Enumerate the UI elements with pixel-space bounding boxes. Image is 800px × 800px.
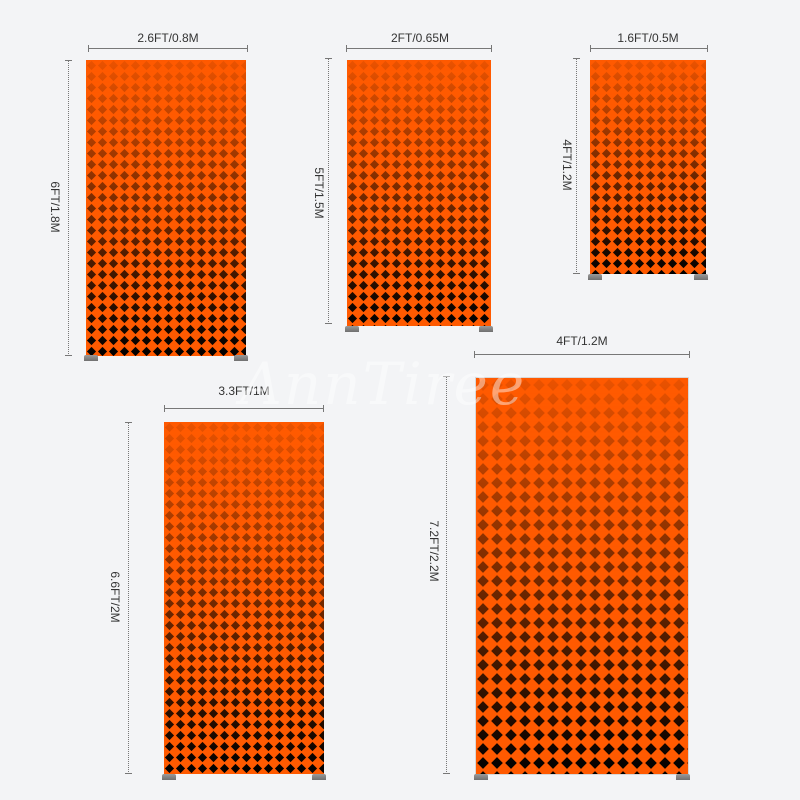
stand-foot-right-e — [676, 774, 690, 780]
stand-foot-left-b — [345, 326, 359, 332]
width-dimension-line-e — [474, 351, 690, 358]
orange-halftone-panel-d — [164, 422, 324, 774]
width-dimension-line-b — [346, 45, 492, 52]
stand-foot-left-a — [84, 355, 98, 361]
width-dimension-line-c — [590, 45, 708, 52]
height-dimension-line-b — [325, 58, 332, 324]
orange-halftone-panel-e — [476, 378, 688, 774]
width-label-d: 3.3FT/1M — [218, 384, 270, 398]
width-dimension-line-a — [88, 45, 248, 52]
height-dimension-line-e — [443, 376, 450, 774]
height-dimension-line-c — [573, 58, 580, 274]
width-label-a: 2.6FT/0.8M — [137, 31, 199, 45]
height-label-d: 6.6FT/2M — [108, 571, 122, 623]
stand-foot-right-c — [694, 274, 708, 280]
stand-foot-right-d — [312, 774, 326, 780]
stand-foot-left-c — [588, 274, 602, 280]
stand-foot-left-d — [162, 774, 176, 780]
watermark-logo: AnnTiree — [240, 350, 527, 418]
width-label-b: 2FT/0.65M — [390, 31, 450, 45]
height-label-b: 5FT/1.5M — [312, 167, 326, 219]
width-label-c: 1.6FT/0.5M — [617, 31, 679, 45]
height-dimension-line-d — [125, 422, 132, 774]
width-dimension-line-d — [164, 405, 324, 412]
orange-halftone-panel-c — [590, 60, 706, 274]
orange-halftone-panel-a — [86, 60, 246, 356]
height-label-a: 6FT/1.8M — [48, 181, 62, 233]
height-dimension-line-a — [65, 60, 72, 356]
stand-foot-left-e — [474, 774, 488, 780]
height-label-e: 7.2FT/2.2M — [427, 520, 441, 582]
width-label-e: 4FT/1.2M — [556, 334, 608, 348]
stand-foot-right-a — [234, 355, 248, 361]
stand-foot-right-b — [479, 326, 493, 332]
height-label-c: 4FT/1.2M — [560, 139, 574, 191]
orange-halftone-panel-b — [347, 60, 491, 326]
